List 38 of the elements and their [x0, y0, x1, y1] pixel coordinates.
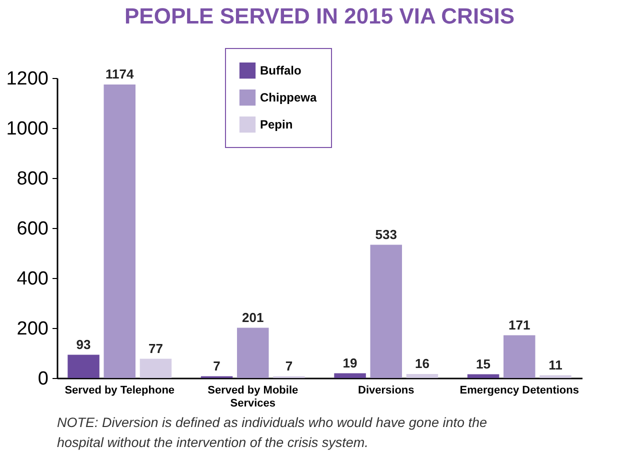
data-label: 11 [548, 357, 562, 372]
y-tick-label: 600 [16, 218, 48, 240]
bar [370, 244, 402, 378]
data-label: 201 [242, 310, 264, 325]
data-label: 15 [476, 356, 491, 372]
chart-title: PEOPLE SERVED IN 2015 VIA CRISIS [124, 4, 515, 28]
x-tick-label: Emergency Detentions [460, 384, 579, 396]
y-tick-label: 200 [16, 318, 48, 340]
x-tick-label: Served by Telephone [64, 384, 175, 396]
data-label: 7 [213, 358, 220, 374]
bar [236, 328, 269, 378]
y-tick-label: 400 [16, 268, 48, 290]
bar [68, 354, 100, 378]
x-tick-label: Served by Mobile Services [208, 384, 298, 410]
bar [467, 374, 500, 378]
y-tick-label: 1000 [6, 118, 48, 140]
data-label: 77 [148, 340, 163, 356]
legend-label: Chippewa [260, 90, 317, 104]
y-tick-label: 1200 [6, 68, 48, 90]
bar [540, 375, 572, 378]
bar [406, 374, 438, 378]
bar [503, 335, 536, 378]
data-label: 7 [285, 358, 293, 374]
y-tick-label: 800 [16, 168, 48, 190]
text: NOTE: Diversion is defined as individuals who would have gone into the hospital without the intervention of the crisis system. [57, 415, 487, 450]
y-tick-label: 0 [38, 368, 48, 390]
data-label: 533 [375, 226, 397, 242]
data-label: 171 [508, 317, 530, 332]
bar [104, 84, 136, 378]
bar [334, 373, 366, 378]
data-label: 19 [342, 355, 358, 370]
data-label: 1174 [106, 66, 134, 82]
data-label: 16 [414, 356, 430, 371]
x-tick-label: Diversions [358, 384, 414, 396]
data-label: 93 [76, 336, 91, 352]
legend-label: Buffalo [260, 64, 302, 78]
bar [140, 358, 172, 378]
legend-label: Pepin [260, 118, 293, 132]
